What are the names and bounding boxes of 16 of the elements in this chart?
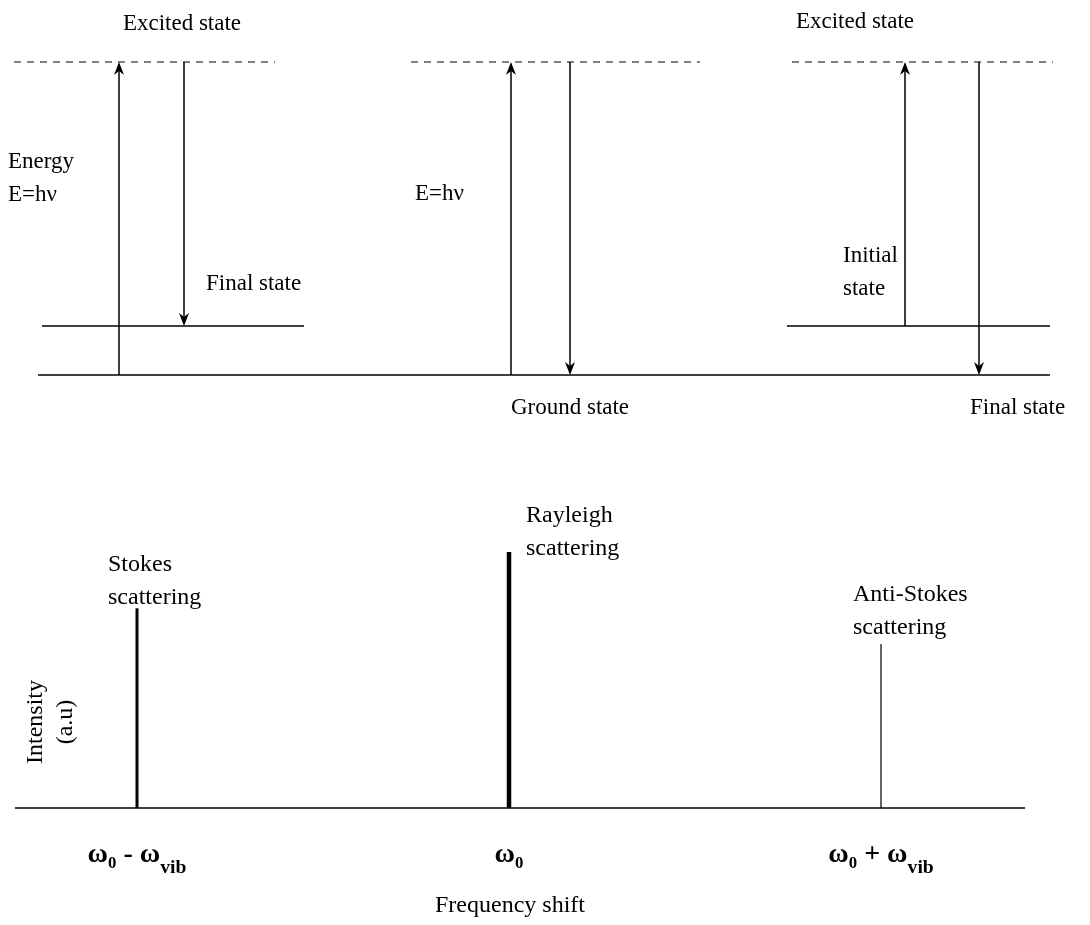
y-axis-title: Intensity (a.u)	[21, 680, 77, 764]
text: Initial state	[843, 242, 898, 300]
text: Excited state	[122, 10, 242, 35]
text: Final state	[970, 394, 1066, 419]
annotation: Stokes scattering	[108, 550, 202, 609]
x-tick-label: ω₀	[494, 837, 524, 868]
x-axis-title: Frequency shift	[435, 891, 586, 917]
x-tick-label: ω₀ - ω$_{vib}$	[87, 837, 187, 877]
text: Excited state	[795, 8, 915, 33]
text: E=hν	[415, 180, 464, 205]
text: Ground state	[510, 394, 630, 419]
x-tick-label: ω₀ + ω$_{vib}$	[828, 837, 934, 877]
text: Energy E=hν	[8, 148, 75, 206]
annotation: Anti-Stokes scattering	[853, 580, 968, 639]
text: Final state	[206, 270, 302, 295]
annotation: Rayleigh scattering	[526, 501, 620, 560]
